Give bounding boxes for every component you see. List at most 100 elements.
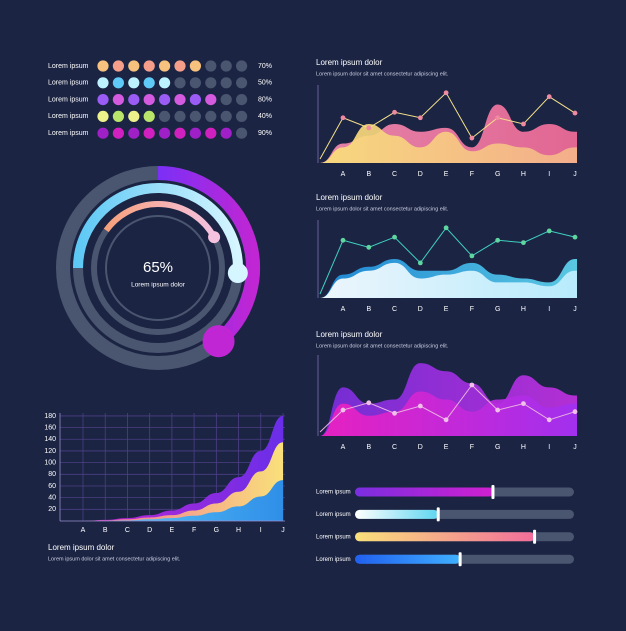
dot [97,60,109,72]
dot [220,110,232,122]
dot [205,127,217,139]
y-tick-label: 160 [44,424,56,431]
row-label: Lorem ipsum [48,63,89,70]
x-tick-label: F [470,306,474,313]
x-tick-label: F [192,527,196,534]
x-tick-label: E [444,444,449,451]
row-label: Lorem ipsum [48,130,89,137]
slider-knob [436,507,440,522]
point [521,401,526,406]
dot [112,60,124,72]
slider-label: Lorem ipsum [316,534,351,540]
x-tick-label: G [495,306,500,313]
ring-arc [73,183,243,274]
point [521,240,526,246]
dot [143,77,155,89]
dot [159,127,171,139]
row-label: Lorem ipsum [48,96,89,103]
x-tick-label: J [573,444,577,451]
x-tick-label: F [470,444,474,451]
x-tick-label: A [341,171,346,178]
ring-knob [208,231,221,244]
x-tick-label: H [521,306,526,313]
x-tick-label: B [366,306,371,313]
dot [143,127,155,139]
point [546,228,552,234]
chart-subtitle: Lorem ipsum dolor sit amet consectetur a… [316,71,449,77]
dot [205,110,217,122]
point [417,403,423,409]
dot [97,127,109,139]
point [392,109,397,115]
x-tick-label: H [521,171,526,178]
center-label: Lorem ipsum dolor [131,282,186,289]
slider-knob [491,485,495,499]
y-tick-label: 120 [44,448,56,455]
point [546,417,552,423]
dot [205,94,217,106]
x-tick-label: B [366,444,371,451]
x-tick-label: E [170,527,175,534]
dot [220,60,232,72]
x-tick-label: F [470,171,474,178]
x-tick-label: A [341,306,346,313]
x-tick-label: I [548,171,550,178]
y-tick-label: 60 [48,483,56,490]
x-tick-label: J [573,306,577,313]
value-label: 50% [258,80,272,87]
x-tick-label: D [418,306,423,313]
y-tick-label: 40 [48,494,56,501]
y-tick-label: 180 [44,413,56,420]
row-label: Lorem ipsum [48,113,89,120]
point [392,234,397,240]
dot [112,110,124,122]
dot [220,77,232,89]
point [572,110,578,116]
dot-row [97,127,248,139]
ring-track [105,215,211,321]
x-tick-label: J [573,171,577,178]
chart-subtitle: Lorem ipsum dolor sit amet consectetur a… [316,206,449,212]
point [417,115,423,121]
slider-label: Lorem ipsum [316,512,351,518]
x-tick-label: G [495,171,500,178]
slider-label: Lorem ipsum [316,557,351,563]
x-tick-label: B [366,171,371,178]
dot [128,94,140,106]
point [417,260,423,266]
dot [143,60,155,72]
area [320,391,577,436]
point [495,407,501,413]
slider-fill [355,487,493,497]
slider-knob [533,529,537,544]
point [340,237,346,243]
slider-fill [355,532,535,542]
point [469,253,475,259]
slider-knob [458,552,462,567]
x-tick-label: H [236,527,241,534]
x-tick-label: C [392,444,397,451]
x-tick-label: C [125,527,130,534]
point [495,115,501,121]
dot [143,94,155,106]
ring-arc [157,166,260,347]
point [340,115,346,121]
dot [128,77,140,89]
ring-knob [227,263,248,284]
dot [189,77,201,89]
chart-subtitle: Lorem ipsum dolor sit amet consectetur a… [48,556,181,562]
x-tick-label: A [81,527,86,534]
x-tick-label: D [147,527,152,534]
x-tick-label: D [418,444,423,451]
point [443,90,449,96]
point [495,237,501,243]
dot-row [97,60,248,72]
dot-row [97,77,248,89]
area [320,262,577,298]
x-tick-label: H [521,444,526,451]
point [366,125,372,131]
point [443,417,449,423]
ring-knob [202,325,235,358]
x-tick-label: I [548,306,550,313]
